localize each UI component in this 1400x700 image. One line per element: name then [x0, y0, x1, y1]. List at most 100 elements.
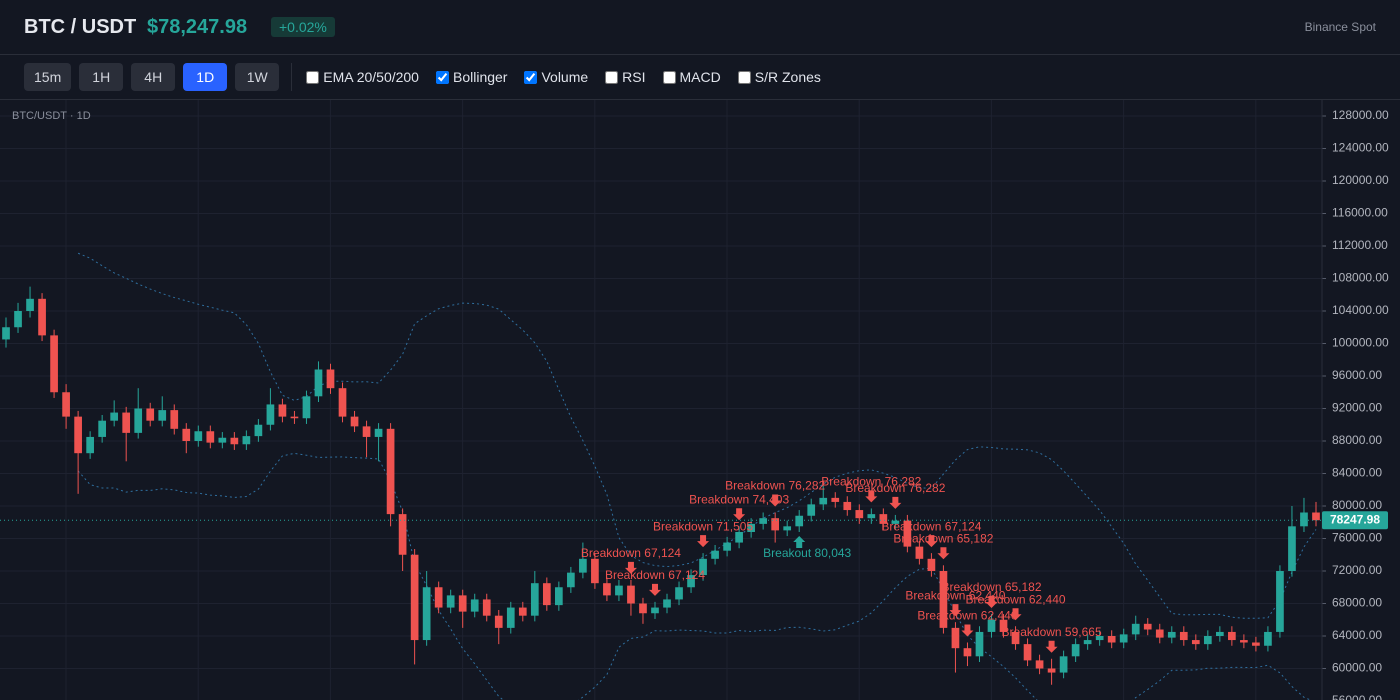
signal-label: Breakdown 67,124 [605, 568, 705, 582]
y-tick-label: 68000.00 [1332, 596, 1382, 610]
indicator-label: Bollinger [452, 69, 508, 85]
indicator-checkbox[interactable] [662, 70, 676, 84]
indicator-toggle[interactable]: RSI [605, 69, 646, 85]
candle-body [663, 599, 671, 608]
header: BTC / USDT $78,247.98 +0.02% Binance Spo… [0, 0, 1400, 55]
candle-body [591, 558, 599, 584]
timeframe-button[interactable]: 4H [131, 63, 176, 91]
candle-body [1203, 635, 1212, 645]
candle-body [723, 542, 731, 551]
signal-arrow [697, 535, 710, 548]
candle-body [158, 410, 167, 421]
candle-body [146, 408, 155, 421]
candle-body [1095, 635, 1104, 641]
timeframe-button[interactable]: 1H [79, 63, 124, 91]
candle-body [1167, 631, 1176, 638]
indicator-toggle[interactable]: Volume [524, 69, 588, 85]
signal-arrow [648, 583, 661, 596]
candle-body [2, 327, 10, 340]
candle-body [458, 595, 467, 612]
indicator-toggle[interactable]: EMA 20/50/200 [306, 69, 419, 85]
y-tick-label: 80000.00 [1332, 498, 1382, 512]
chart-label: BTC/USDT · 1D [12, 110, 91, 122]
candle-body [1107, 635, 1116, 643]
candle-body [362, 426, 371, 437]
indicator-toggle[interactable]: S/R Zones [737, 69, 821, 85]
candle-body [1059, 656, 1068, 673]
candle-body [951, 627, 960, 649]
candle-body [218, 437, 227, 443]
chart: 56000.00 60000.00 64000.00 68000.00 72000.00… [0, 100, 1389, 700]
y-tick-label: 116000.00 [1332, 206, 1388, 220]
candle-body [122, 412, 131, 433]
candle-body [1035, 660, 1044, 669]
y-tick-label: 124000.00 [1332, 141, 1389, 155]
candle-body [290, 416, 299, 419]
price-change: +0.02% [271, 17, 335, 37]
y-tick-label: 84000.00 [1332, 466, 1382, 480]
candle-body [1276, 570, 1284, 632]
candle-body [242, 436, 251, 445]
symbol: BTC / USDT [24, 16, 137, 38]
candle-body [855, 510, 864, 519]
candle-body [567, 572, 575, 588]
candle-body [867, 514, 876, 519]
candle-body [1179, 631, 1188, 641]
candle-body [74, 416, 82, 454]
timeframe-button[interactable]: 1W [235, 63, 280, 91]
candle-body [903, 520, 912, 547]
candle-body [278, 404, 287, 417]
indicator-checkbox[interactable] [435, 70, 449, 84]
candle-body [182, 428, 191, 441]
indicator-toggle[interactable]: MACD [662, 69, 721, 85]
y-tick-label: 112000.00 [1332, 238, 1388, 252]
signal-arrow [889, 496, 902, 509]
candle-body [86, 436, 94, 454]
candle-body [170, 410, 179, 429]
y-tick-label: 64000.00 [1332, 628, 1382, 642]
y-tick-label: 56000.00 [1332, 693, 1382, 700]
candle-body [975, 631, 984, 657]
candle-body [831, 497, 840, 502]
candle-body [819, 497, 828, 505]
candle-body [1191, 640, 1200, 645]
indicator-checkbox[interactable] [306, 70, 320, 84]
last-price-tag [1322, 511, 1388, 530]
indicator-label: EMA 20/50/200 [323, 69, 419, 85]
signal-label: Breakdown 65,182 [941, 580, 1041, 594]
candle-body [1023, 644, 1032, 661]
candle-body [771, 518, 780, 531]
candle-body [711, 550, 719, 559]
signal-arrow [624, 561, 637, 574]
candle-body [1155, 629, 1164, 638]
signal-label: Breakdown 76,282 [725, 479, 825, 493]
signal-label: Breakdown 74,403 [689, 492, 789, 506]
indicator-toggle[interactable]: Bollinger [435, 69, 508, 85]
last-price-label: 78247.98 [1330, 512, 1380, 526]
signal-arrow [793, 535, 806, 548]
indicator-checkbox[interactable] [737, 70, 751, 84]
indicator-checkbox[interactable] [605, 70, 619, 84]
candle-body [302, 396, 311, 419]
timeframe-button[interactable]: 15m [24, 63, 72, 91]
candle-body [1011, 631, 1020, 645]
signal-arrow [1009, 608, 1022, 621]
candle-body [675, 587, 683, 600]
signal-label: Breakdown 76,282 [845, 481, 945, 495]
candle-body [470, 599, 479, 612]
candle-body [194, 431, 203, 441]
signal-label: Breakdown 62,440 [917, 609, 1017, 623]
candle-body [410, 554, 419, 641]
candle-body [987, 619, 996, 632]
y-tick-label: 108000.00 [1332, 271, 1389, 285]
candle-body [518, 607, 527, 616]
candle-body [338, 388, 347, 417]
timeframe-button[interactable]: 1D [183, 63, 228, 91]
candle-body [615, 585, 623, 596]
indicator-label: Volume [541, 69, 589, 85]
signal-arrow [925, 535, 938, 548]
candle-body [795, 515, 804, 527]
indicator-checkbox[interactable] [524, 70, 538, 84]
candle-body [627, 585, 635, 604]
